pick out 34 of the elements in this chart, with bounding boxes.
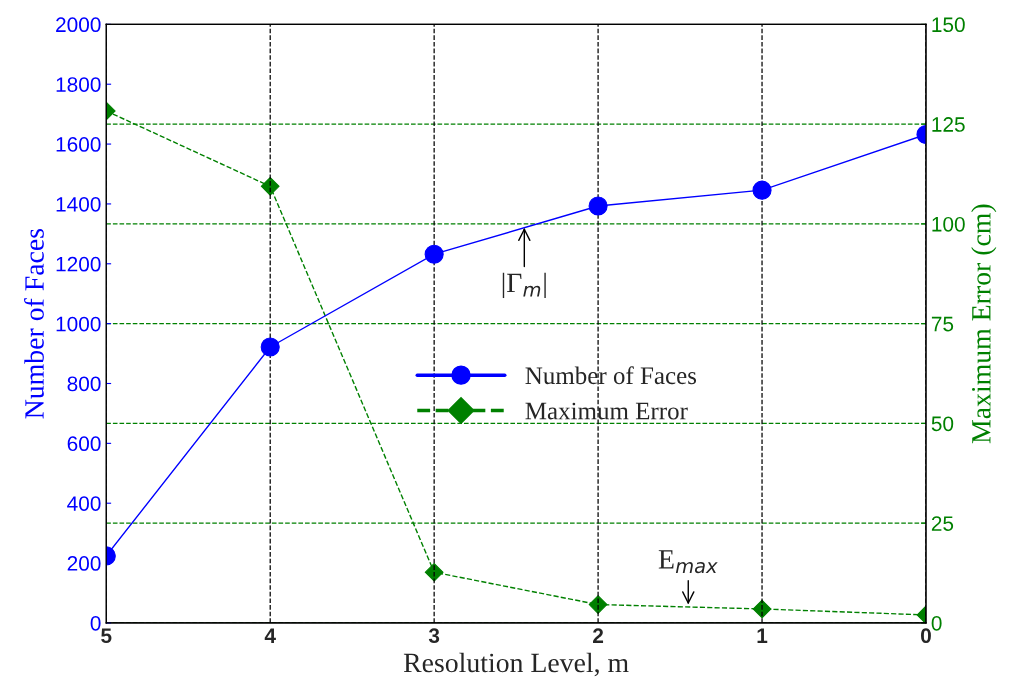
y2-tick-label: 125	[932, 117, 965, 132]
y-tick-label: 1400	[56, 196, 101, 212]
y-tick-label: 1000	[56, 316, 101, 332]
y-axis-title: Number of Faces	[24, 229, 44, 419]
legend-label: Maximum Error	[525, 402, 688, 420]
y2-tick-label: 150	[932, 17, 965, 33]
point	[588, 196, 608, 216]
annotation: |Γ$_{m}$|	[502, 272, 546, 299]
annotation: E$_{max}$	[658, 550, 718, 574]
x-tick-label: 1	[757, 628, 768, 643]
point	[588, 595, 608, 614]
legend-label: Number of Faces	[525, 366, 697, 385]
y2-axis-title: Maximum Error (cm)	[971, 204, 997, 444]
x-tick-label: 0	[921, 628, 931, 644]
y2-tick-label: 25	[931, 516, 954, 531]
x-axis-title: Resolution Level, m	[403, 652, 629, 677]
y-tick-label: 800	[67, 376, 101, 392]
x-tick-label: 3	[428, 628, 440, 644]
y2-tick-label: 75	[931, 316, 954, 332]
y2-tick-label: 100	[932, 216, 965, 232]
y-tick-label: 600	[67, 436, 101, 452]
y-tick-label: 1600	[56, 137, 101, 152]
x-tick-label: 2	[593, 628, 604, 643]
y-tick-label: 2000	[56, 17, 101, 33]
y2-tick-label: 50	[931, 416, 954, 432]
point	[424, 244, 444, 264]
x-tick-label: 5	[101, 628, 112, 644]
y-tick-label: 0	[90, 615, 101, 631]
x-tick-label: 4	[264, 628, 276, 643]
y-tick-label: 1200	[56, 256, 101, 272]
y2-tick-label: 0	[931, 615, 942, 631]
y-tick-label: 200	[67, 556, 101, 571]
y-tick-label: 1800	[56, 77, 101, 92]
y-tick-label: 400	[67, 496, 101, 511]
